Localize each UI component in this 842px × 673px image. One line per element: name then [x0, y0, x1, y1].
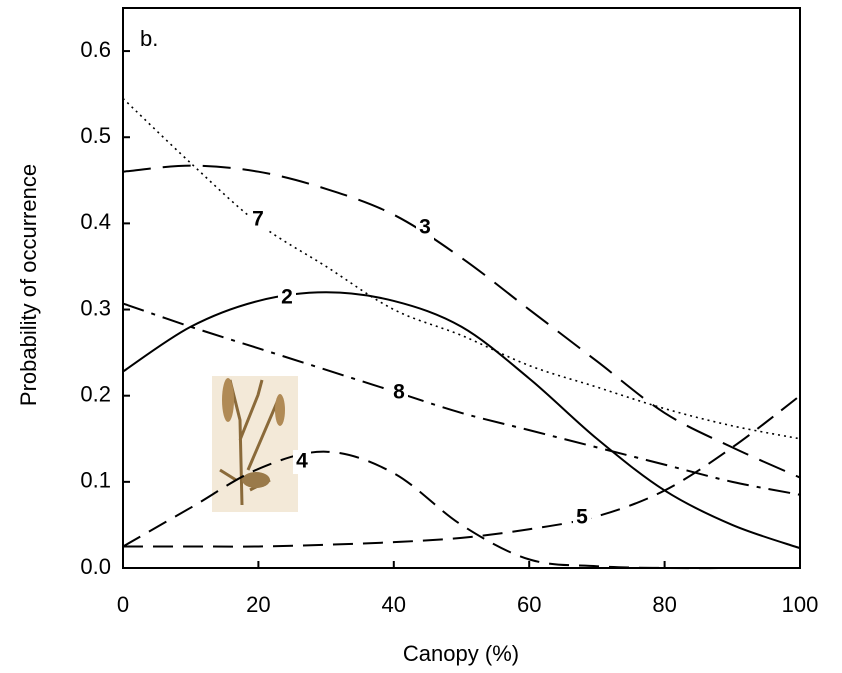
- series-label-bg: [249, 208, 267, 232]
- panel-label: b.: [140, 26, 158, 51]
- series-line: [122, 450, 800, 570]
- series-label: 2: [281, 286, 293, 309]
- series-label-bg: [390, 381, 408, 405]
- y-tick-label: 0.5: [80, 123, 111, 148]
- plant-illustration: [212, 376, 298, 512]
- series-line: [122, 291, 801, 550]
- series-label: 3: [419, 216, 431, 239]
- x-tick-label: 0: [117, 592, 129, 617]
- series-label-bg: [416, 216, 434, 240]
- x-tick-label: 100: [782, 592, 819, 617]
- x-tick-label: 20: [246, 592, 270, 617]
- series-label: 7: [252, 208, 264, 231]
- x-tick-label: 40: [382, 592, 406, 617]
- y-tick-label: 0.1: [80, 468, 111, 493]
- y-axis-label: Probability of occurrence: [16, 164, 41, 406]
- series-line: [122, 97, 801, 440]
- series-label-bg: [278, 286, 296, 310]
- series-line: [122, 394, 801, 548]
- series-line: [122, 164, 801, 479]
- y-tick-label: 0.0: [80, 554, 111, 579]
- y-tick-label: 0.4: [80, 209, 111, 234]
- series-label-bg: [293, 450, 311, 474]
- x-tick-label: 80: [652, 592, 676, 617]
- plot-frame: [122, 7, 801, 569]
- series-label-bg: [573, 506, 591, 530]
- series-label: 5: [576, 506, 588, 529]
- y-tick-label: 0.6: [80, 37, 111, 62]
- y-tick-label: 0.2: [80, 382, 111, 407]
- x-tick-label: 60: [517, 592, 541, 617]
- x-axis-label: Canopy (%): [403, 641, 519, 666]
- series-line: [122, 302, 801, 496]
- y-tick-label: 0.3: [80, 295, 111, 320]
- series-label: 8: [393, 381, 405, 404]
- series-label: 4: [296, 450, 308, 473]
